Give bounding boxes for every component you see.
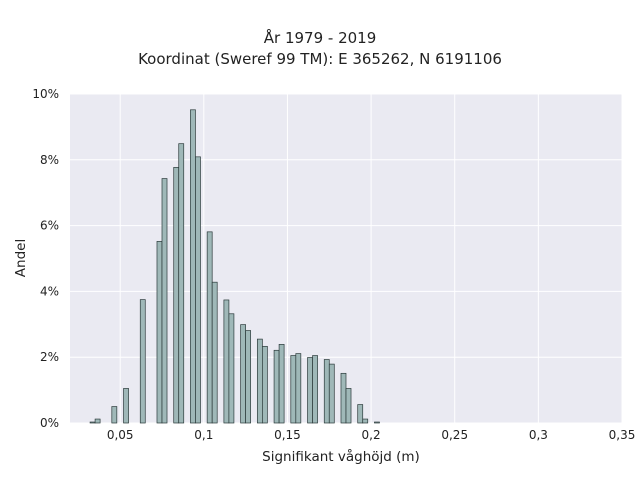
histogram-bar — [295, 353, 302, 424]
histogram-bar — [223, 299, 230, 424]
histogram-bar — [340, 372, 347, 424]
histogram-bar — [228, 313, 235, 424]
histogram-bar — [290, 355, 297, 424]
histogram-bar — [240, 324, 246, 424]
histogram-bar — [178, 143, 185, 424]
histogram-bar — [328, 363, 335, 424]
x-tick-label: 0,25 — [441, 428, 468, 442]
bars — [89, 109, 380, 424]
chart-title: År 1979 - 2019 — [263, 29, 377, 47]
x-tick-label: 0,35 — [609, 428, 636, 442]
y-tick-label: 0% — [40, 416, 59, 430]
histogram-bar — [94, 418, 101, 424]
y-ticks: 0% 2% 4% 6% 8% 10% — [32, 87, 59, 430]
y-tick-label: 2% — [40, 350, 59, 364]
histogram-bar — [195, 156, 201, 424]
x-tick-label: 0,1 — [194, 428, 213, 442]
histogram-bar — [111, 406, 118, 424]
x-tick-label: 0,05 — [107, 428, 134, 442]
histogram-bar — [362, 418, 369, 424]
y-tick-label: 6% — [40, 219, 59, 233]
histogram-bar — [312, 355, 318, 424]
histogram-bar — [345, 388, 352, 424]
x-tick-label: 0,3 — [529, 428, 548, 442]
histogram-bar — [173, 167, 180, 424]
x-ticks: 0,05 0,1 0,15 0,2 0,25 0,3 0,35 — [107, 428, 636, 442]
histogram-bar — [211, 281, 218, 424]
x-tick-label: 0,15 — [274, 428, 301, 442]
histogram-bar — [357, 404, 364, 424]
histogram-bar — [123, 388, 129, 424]
histogram-bar — [89, 421, 96, 424]
y-tick-label: 4% — [40, 284, 59, 298]
histogram-bar — [206, 231, 213, 424]
histogram-bar — [374, 421, 380, 424]
histogram-bar — [190, 109, 196, 424]
histogram-bar — [262, 345, 268, 424]
y-tick-label: 10% — [32, 87, 59, 101]
histogram-bar — [256, 338, 263, 424]
histogram-bar — [139, 299, 146, 424]
x-tick-label: 0,2 — [362, 428, 381, 442]
histogram-bar — [323, 359, 330, 424]
y-tick-label: 8% — [40, 153, 59, 167]
histogram-bar — [273, 349, 280, 424]
histogram-bar — [278, 344, 285, 424]
histogram-bar — [161, 178, 168, 424]
histogram-bar — [156, 241, 163, 424]
histogram-bar — [245, 330, 252, 424]
chart-subtitle: Koordinat (Sweref 99 TM): E 365262, N 61… — [138, 50, 502, 68]
histogram-bar — [307, 357, 313, 424]
y-axis-label: Andel — [13, 239, 29, 277]
x-axis-label: Signifikant våghöjd (m) — [262, 448, 420, 465]
